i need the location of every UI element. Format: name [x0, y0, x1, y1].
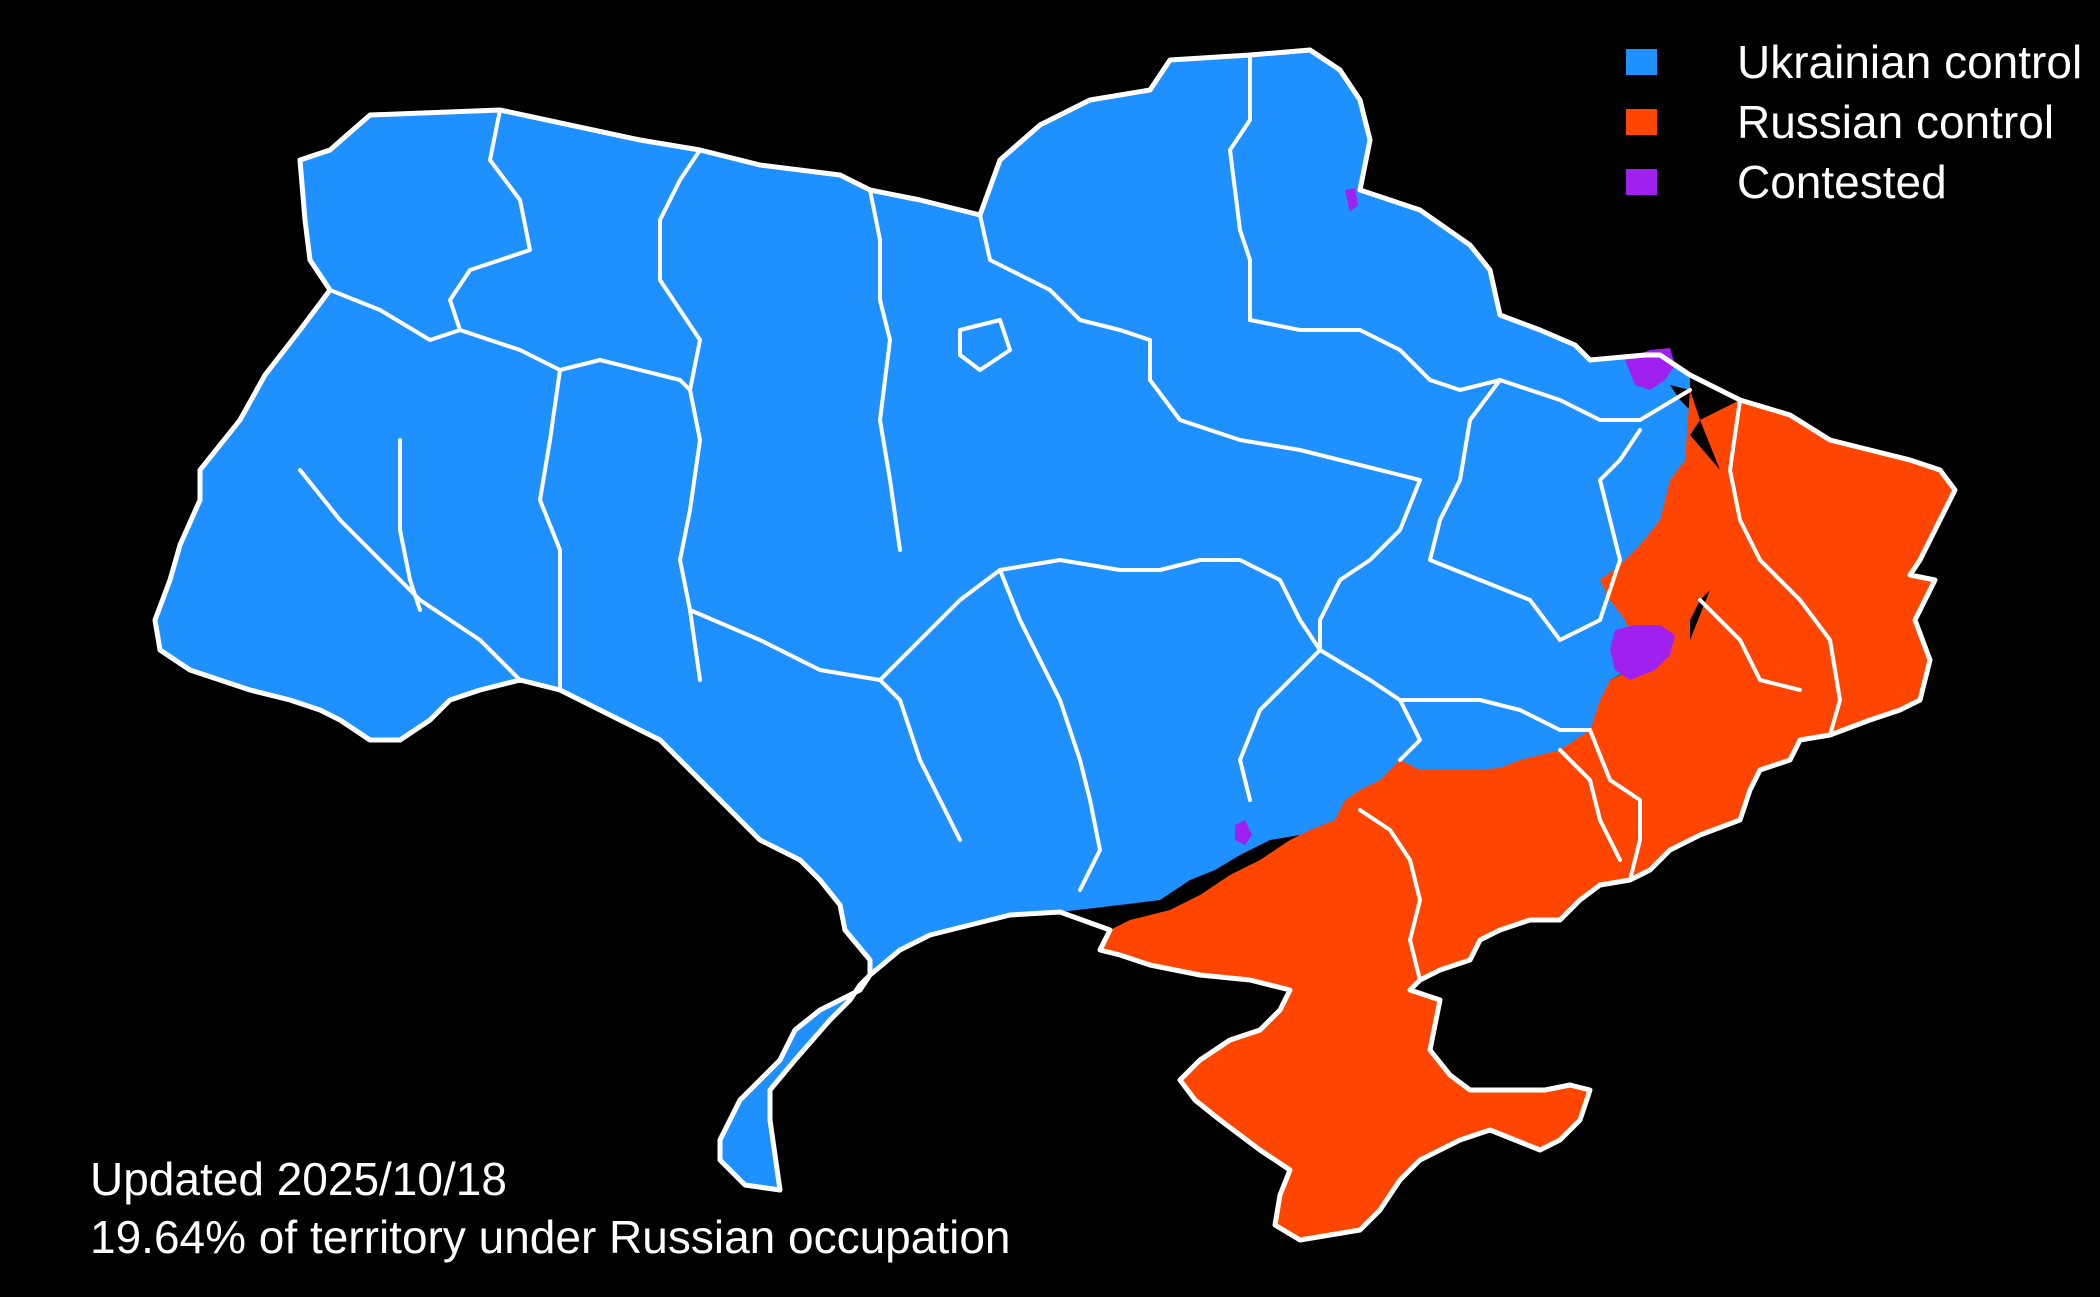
russian-control-area	[1100, 390, 1955, 1240]
ukrainian-control-swatch-icon	[1626, 49, 1657, 75]
legend-label-contested: Contested	[1737, 156, 1947, 208]
contested-area-donetsk	[1610, 625, 1675, 680]
map-legend: Ukrainian control Russian control Contes…	[1622, 32, 2092, 212]
legend-item-ukrainian: Ukrainian control	[1622, 32, 2092, 92]
ukrainian-control-area	[155, 50, 1735, 1190]
legend-item-contested: Contested	[1622, 152, 2092, 212]
contested-area-sumy	[1345, 188, 1358, 212]
updated-date: Updated 2025/10/18	[90, 1153, 507, 1205]
legend-label-russian: Russian control	[1737, 96, 2055, 148]
map-caption: Updated 2025/10/18 19.64% of territory u…	[90, 1150, 1011, 1266]
oblast-borders	[298, 53, 1842, 982]
country-outline	[152, 47, 1958, 1243]
contested-swatch-icon	[1626, 169, 1657, 195]
contested-area-zaporizhzhia	[1235, 820, 1252, 845]
occupation-percentage: 19.64% of territory under Russian occupa…	[90, 1211, 1011, 1263]
legend-item-russian: Russian control	[1622, 92, 2092, 152]
legend-label-ukrainian: Ukrainian control	[1737, 36, 2083, 88]
russian-control-swatch-icon	[1626, 109, 1657, 135]
